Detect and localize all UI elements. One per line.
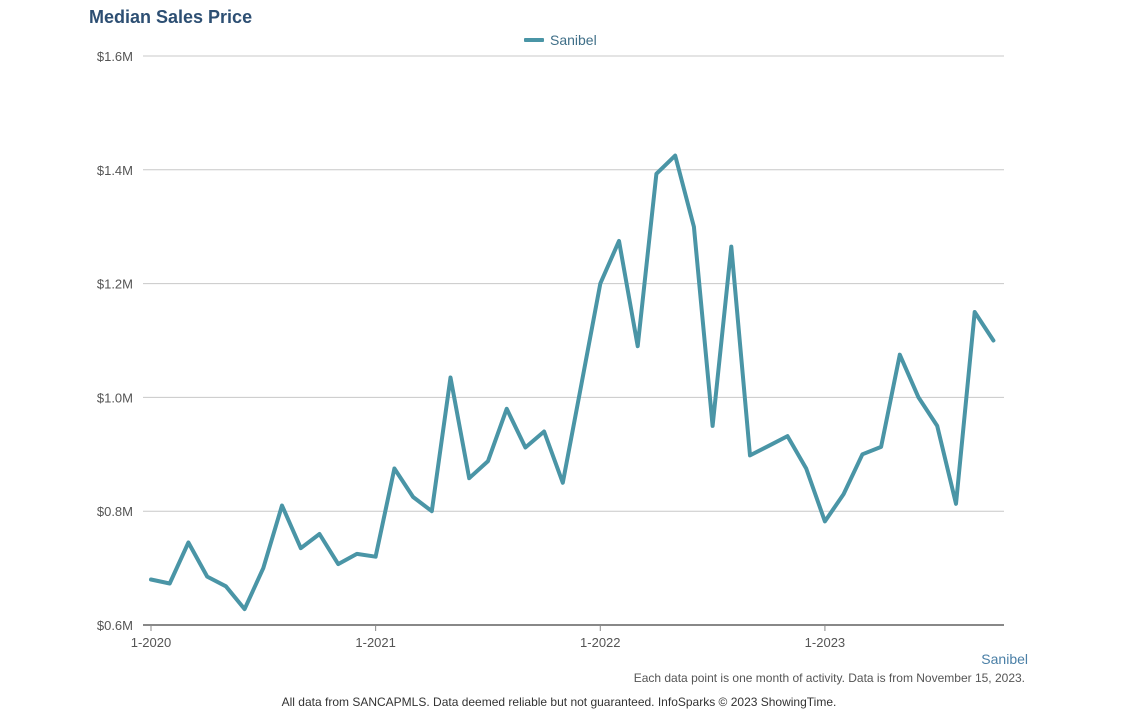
y-tick-label: $1.6M bbox=[97, 49, 133, 64]
y-tick-label: $1.2M bbox=[97, 277, 133, 292]
chart-title: Median Sales Price bbox=[89, 7, 253, 27]
y-tick-label: $1.4M bbox=[97, 163, 133, 178]
y-tick-label: $0.6M bbox=[97, 618, 133, 633]
data-note: Each data point is one month of activity… bbox=[633, 671, 1025, 685]
y-tick-label: $1.0M bbox=[97, 390, 133, 405]
x-tick-label: 1-2022 bbox=[580, 635, 620, 650]
x-tick-label: 1-2020 bbox=[131, 635, 171, 650]
x-tick-label: 1-2021 bbox=[355, 635, 395, 650]
region-label: Sanibel bbox=[981, 651, 1028, 667]
legend-swatch bbox=[524, 38, 544, 42]
series-line-sanibel bbox=[149, 153, 996, 612]
y-tick-label: $0.8M bbox=[97, 504, 133, 519]
chart-legend[interactable]: Sanibel bbox=[524, 32, 597, 48]
footer-disclaimer: All data from SANCAPMLS. Data deemed rel… bbox=[281, 695, 837, 709]
x-tick-label: 1-2023 bbox=[805, 635, 845, 650]
legend-label: Sanibel bbox=[550, 32, 597, 48]
